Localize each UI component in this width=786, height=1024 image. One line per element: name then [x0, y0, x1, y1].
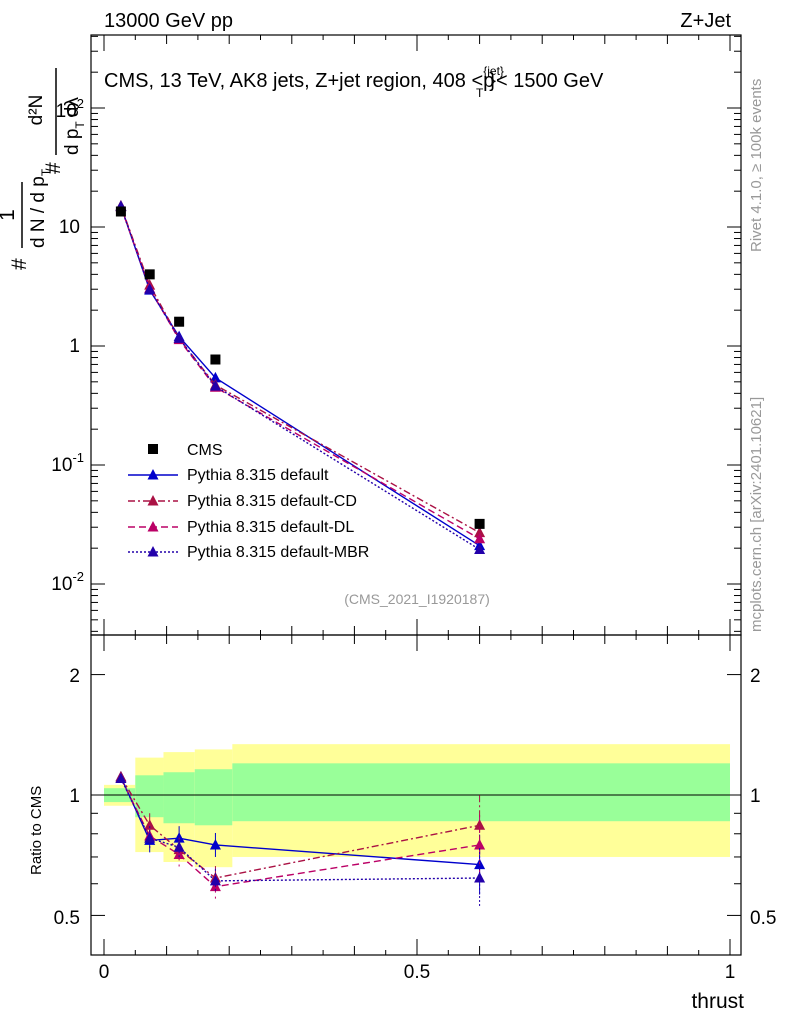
rtick-0.5: 0.5	[54, 908, 80, 929]
ytick-1e-1: 10-1	[51, 450, 84, 476]
ratio-marker-2-4	[474, 838, 486, 850]
ratio-marker-0-2	[173, 832, 185, 843]
ratio-y-axis-label: Ratio to CMS	[28, 786, 45, 875]
mc-marker-3-1	[144, 283, 156, 294]
x-tick-labels: 0 0.5 1	[99, 962, 736, 983]
rivet-label: Rivet 4.1.0, ≥ 100k events	[748, 79, 765, 252]
header-energy: 13000 GeV pp	[104, 10, 233, 32]
mc-marker-3-3	[209, 380, 221, 391]
legend-marker-3	[147, 546, 159, 557]
ytick-10: 10	[59, 217, 80, 238]
main-y-tick-labels: 10-2 10-1 1 10 102	[51, 96, 84, 595]
mc-marker-3-2	[173, 332, 185, 343]
ratio-marker-3-3	[209, 874, 221, 886]
legend-marker-0	[147, 469, 159, 480]
cms-point-0	[115, 206, 126, 217]
plot-title: CMS, 13 TeV, AK8 jets, Z+jet region, 408…	[104, 64, 604, 100]
band-inner-3	[194, 769, 233, 826]
header-process: Z+Jet	[680, 10, 731, 32]
ylabel-one: 1	[0, 209, 19, 221]
legend-label-cms: CMS	[187, 442, 223, 459]
ylabel-numerator: d²N	[26, 95, 47, 126]
ratio-marker-2-2	[173, 848, 185, 859]
rtick-right-1: 1	[750, 786, 761, 807]
rtick-2: 2	[69, 666, 80, 687]
mc-line-1	[120, 205, 480, 534]
rtick-right-0.5: 0.5	[750, 908, 776, 929]
mc-marker-3-4	[474, 543, 486, 554]
main-series-layer	[115, 200, 486, 554]
legend-marker-2	[147, 521, 159, 532]
legend-marker-1	[147, 495, 159, 506]
x-axis-label: thrust	[691, 990, 744, 1013]
legend: CMS Pythia 8.315 default Pythia 8.315 de…	[128, 442, 369, 561]
ratio-series-layer	[115, 770, 486, 909]
mc-marker-0-3	[209, 371, 221, 383]
legend-symbol-cms	[148, 444, 158, 454]
ratio-marker-3-2	[173, 841, 185, 852]
ytick-1e2: 102	[56, 96, 84, 122]
band-inner-4	[232, 763, 730, 822]
cms-point-2	[174, 316, 185, 327]
band-inner-1	[135, 775, 164, 818]
ytick-1e-2: 10-2	[51, 569, 84, 595]
ylabel-dN-dpT: d N / d pT	[28, 168, 53, 248]
ratio-marker-3-1	[144, 832, 156, 843]
axis-ticks	[91, 35, 741, 955]
ratio-y-tick-labels: 0.5 1 2 0.5 1 2	[54, 666, 777, 929]
xtick-0: 0	[99, 962, 110, 983]
ratio-marker-3-4	[474, 872, 486, 883]
mc-marker-1-4	[474, 526, 486, 538]
mc-marker-2-4	[474, 532, 486, 544]
ratio-marker-1-4	[474, 819, 486, 830]
ylabel-denominator: d pTdλ	[62, 97, 87, 155]
rtick-right-2: 2	[750, 666, 761, 687]
ratio-marker-0-3	[209, 838, 221, 850]
ratio-bands	[104, 744, 730, 868]
legend-label-mbr: Pythia 8.315 default-MBR	[187, 544, 369, 561]
analysis-watermark: (CMS_2021_I1920187)	[344, 591, 490, 607]
ytick-1: 1	[69, 336, 80, 357]
cms-point-4	[474, 518, 485, 529]
xtick-1: 1	[725, 962, 736, 983]
legend-label-default: Pythia 8.315 default	[187, 467, 329, 484]
band-inner-2	[163, 772, 195, 824]
main-y-axis-label: # 1 d N / d pT # d²N d pTdλ	[0, 68, 87, 270]
legend-label-cd: Pythia 8.315 default-CD	[187, 493, 357, 510]
xtick-0.5: 0.5	[404, 962, 430, 983]
cms-point-3	[210, 354, 221, 365]
ratio-marker-3-0	[115, 772, 127, 783]
ylabel-hash-2: #	[42, 162, 65, 174]
ylabel-hash-1: #	[8, 258, 31, 270]
mc-line-2	[120, 206, 480, 540]
legend-label-dl: Pythia 8.315 default-DL	[187, 519, 354, 536]
cms-point-1	[144, 269, 155, 280]
rtick-1: 1	[69, 786, 80, 807]
mcplots-label: mcplots.cern.ch [arXiv:2401.10621]	[748, 397, 765, 632]
